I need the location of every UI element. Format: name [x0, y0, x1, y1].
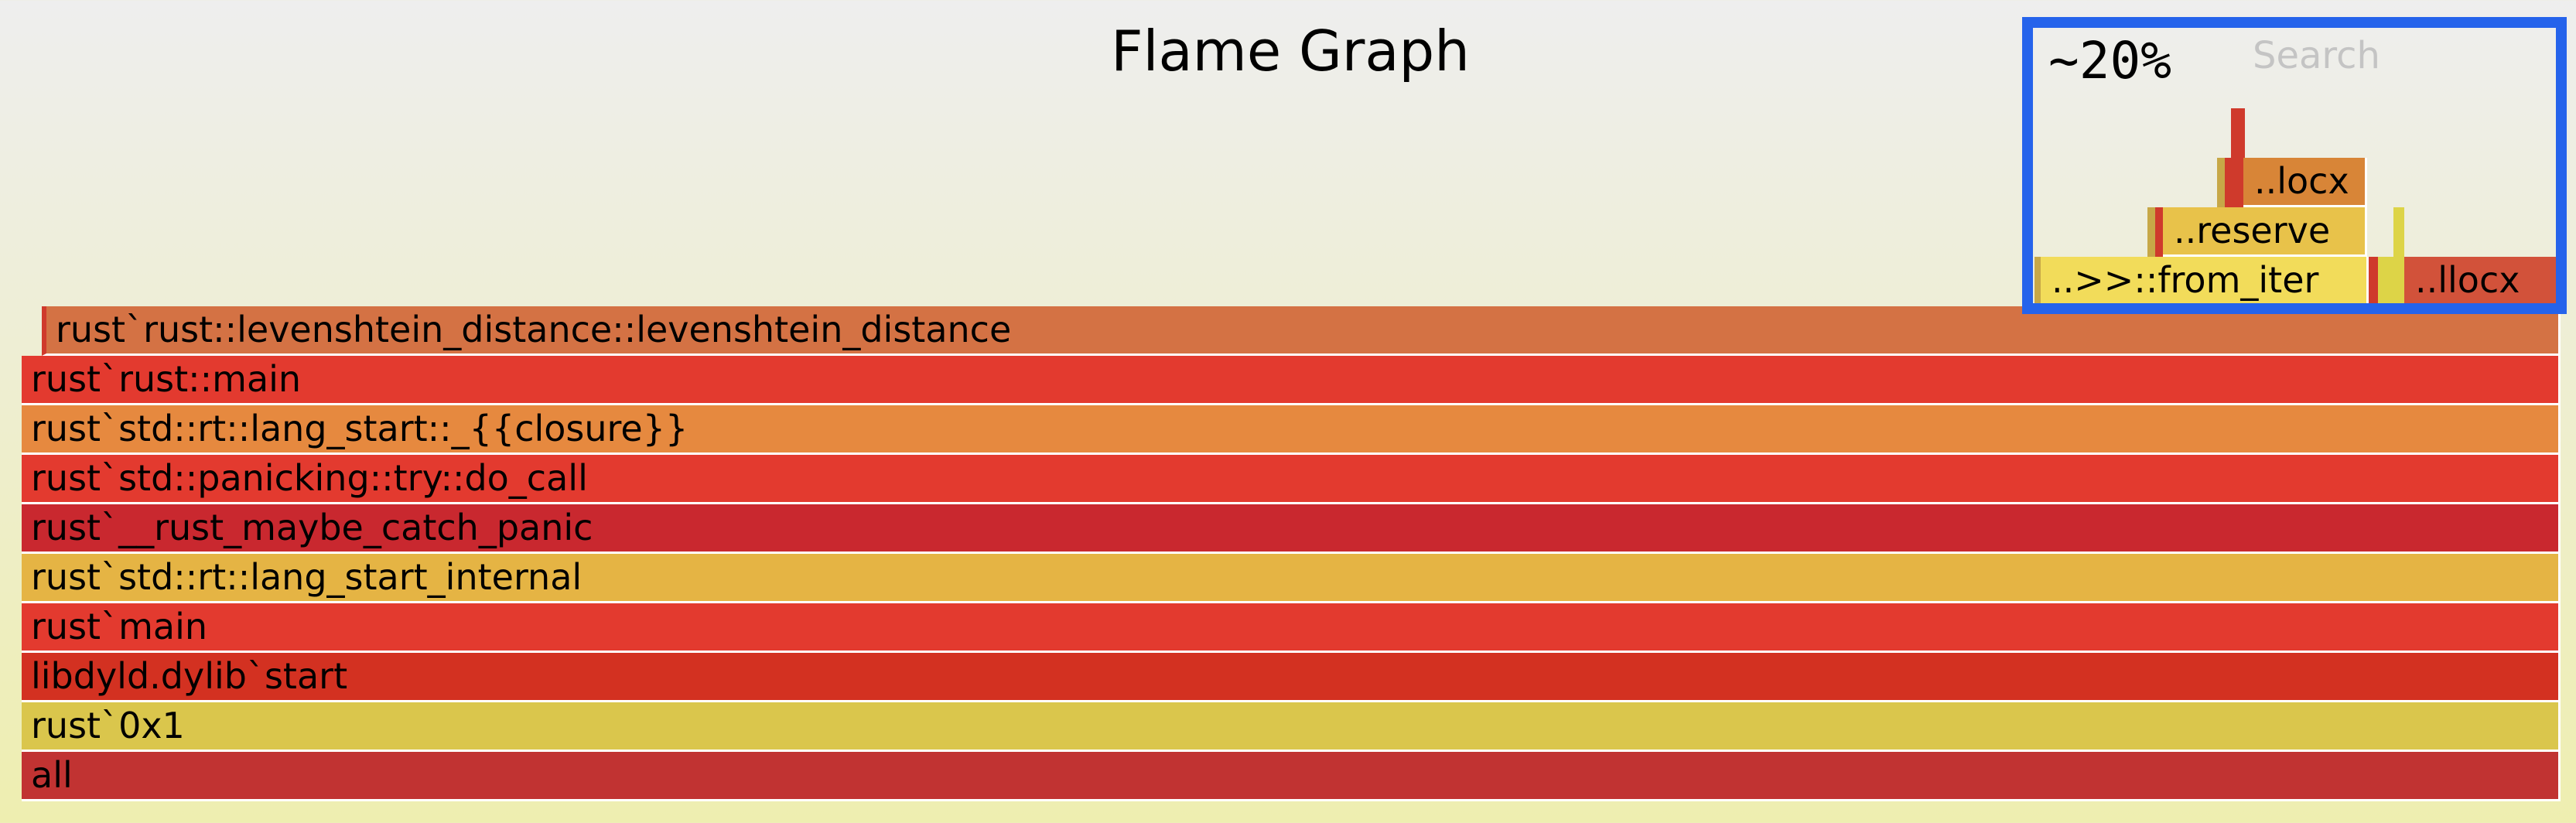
- frame-label: ..locx: [2254, 159, 2349, 202]
- frame-label: rust`std::panicking::try::do_call: [31, 456, 588, 499]
- flame-frame-llocx-lime[interactable]: [2378, 257, 2404, 306]
- flame-frame-rust-main[interactable]: rust`rust::main: [22, 356, 2561, 405]
- flame-frame-panicking-try-do-call[interactable]: rust`std::panicking::try::do_call: [22, 455, 2561, 504]
- zoom-percent-label: ~20%: [2048, 31, 2171, 90]
- flame-frame-locx-red-edge[interactable]: [2225, 158, 2243, 207]
- flame-frame-from-iter[interactable]: ..>>::from_iter: [2041, 257, 2369, 306]
- flame-frame-lang-start-internal[interactable]: rust`std::rt::lang_start_internal: [22, 554, 2561, 603]
- flame-frame-locx-gold-edge[interactable]: [2217, 158, 2225, 207]
- flame-frame-all[interactable]: all: [22, 752, 2561, 801]
- frame-label: rust`main: [31, 605, 208, 647]
- frame-label: ..>>::from_iter: [2052, 258, 2319, 301]
- flame-frame-rust-maybe-catch-panic[interactable]: rust`__rust_maybe_catch_panic: [22, 504, 2561, 554]
- frame-label: rust`rust::main: [31, 357, 302, 400]
- flame-frame-rust-main-entry[interactable]: rust`main: [22, 603, 2561, 653]
- frame-label: ..llocx: [2415, 258, 2520, 301]
- flame-frame-locx[interactable]: ..locx: [2243, 158, 2367, 207]
- frame-label: rust`__rust_maybe_catch_panic: [31, 506, 593, 548]
- flame-frame-reserve-red-edge[interactable]: [2155, 207, 2163, 257]
- frame-label: rust`std::rt::lang_start_internal: [31, 555, 583, 598]
- flame-frame-levenshtein-distance[interactable]: rust`rust::levenshtein_distance::levensh…: [42, 306, 2561, 356]
- frame-label: rust`0x1: [31, 704, 185, 746]
- frame-label: ..reserve: [2174, 209, 2331, 251]
- flame-frame-reserve[interactable]: ..reserve: [2163, 207, 2367, 257]
- flame-frame-llocx[interactable]: ..llocx: [2404, 257, 2561, 306]
- flame-frame-lang-start-closure[interactable]: rust`std::rt::lang_start::_{{closure}}: [22, 405, 2561, 455]
- frame-label: libdyld.dylib`start: [31, 654, 348, 697]
- search-button[interactable]: Search: [2253, 34, 2380, 77]
- flame-frame-libdyld-start[interactable]: libdyld.dylib`start: [22, 653, 2561, 702]
- page-title: Flame Graph: [1111, 19, 1470, 84]
- flame-frame-reserve-gold-edge[interactable]: [2147, 207, 2155, 257]
- frame-label: rust`std::rt::lang_start::_{{closure}}: [31, 407, 688, 449]
- flame-frame-from-iter-gold-edge[interactable]: [2034, 257, 2041, 306]
- flame-frame-llocx-red-edge[interactable]: [2369, 257, 2378, 306]
- frame-label: all: [31, 753, 73, 796]
- flame-frame-rust-0x1[interactable]: rust`0x1: [22, 702, 2561, 752]
- flame-frame-tiny-top[interactable]: [2231, 108, 2245, 158]
- flame-frame-reserve-lime-sliver[interactable]: [2393, 207, 2404, 257]
- frame-label: rust`rust::levenshtein_distance::levensh…: [56, 308, 1012, 350]
